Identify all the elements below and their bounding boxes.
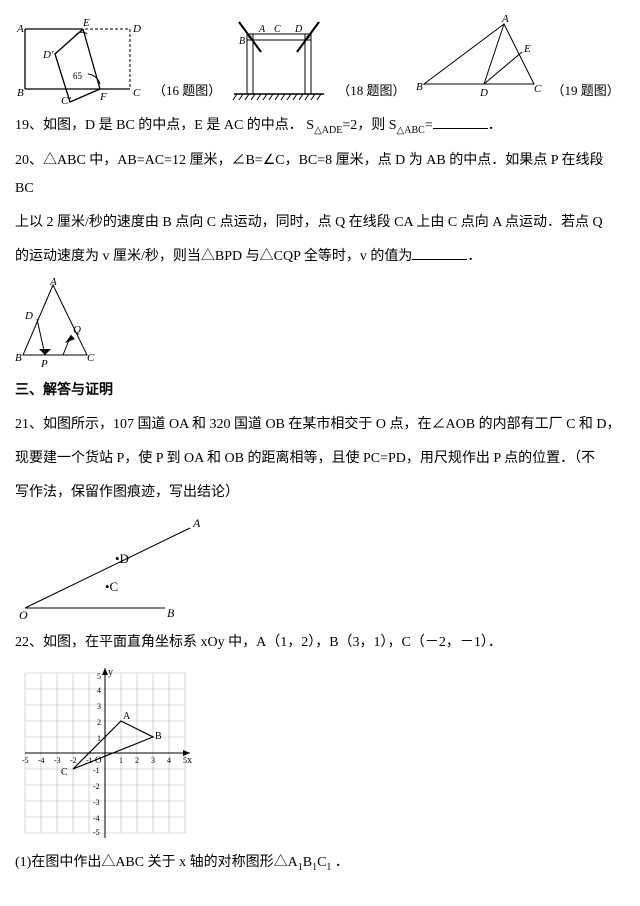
q19-s1sub: △ADE	[314, 125, 342, 136]
q19-eq2: =	[425, 118, 433, 133]
yt5: 5	[97, 672, 101, 681]
lbl19-D: D	[479, 87, 488, 99]
q22-C: C	[61, 767, 68, 778]
xt1: 1	[119, 756, 123, 765]
q20-A: A	[49, 277, 57, 288]
lbl18-C: C	[274, 24, 281, 35]
lbl-C2: C'	[61, 95, 71, 104]
xt2: 2	[135, 756, 139, 765]
yt3: 3	[97, 702, 101, 711]
q22-part1: (1)在图中作出△ABC 关于 x 轴的对称图形△A1B1C1 ．	[15, 849, 625, 878]
lbl-D: D	[132, 23, 141, 35]
q22-p1d: ．	[331, 855, 349, 870]
fig-q21: O A B •C •D	[15, 513, 215, 623]
q21-B: B	[167, 606, 175, 620]
lbl-D2: D'	[42, 49, 54, 61]
q21-l3: 写作法，保留作图痕迹，写出结论）	[15, 479, 625, 507]
q22-p1b: B	[303, 855, 312, 870]
fig-q20: A B C D P Q	[15, 277, 105, 367]
xt-3: -3	[54, 756, 61, 765]
q20-l2: 上以 2 厘米/秒的速度由 B 点向 C 点运动，同时，点 Q 在线段 CA 上…	[15, 209, 625, 237]
yt-4: -4	[93, 814, 100, 823]
q21-l2: 现要建一个货站 P，使 P 到 OA 和 OB 的距离相等，且使 PC=PD，用…	[15, 445, 625, 473]
fig-16: A E D D' B C F C' 65	[15, 14, 145, 104]
q20-p: ．	[467, 249, 481, 264]
q22-B: B	[155, 731, 162, 742]
q19-s2sub: △ABC	[397, 125, 425, 136]
lbl-B: B	[17, 87, 24, 99]
q22-x: x	[187, 755, 192, 766]
q19-s2: S	[389, 118, 397, 133]
q21-l1: 21、如图所示，107 国道 OA 和 320 国道 OB 在某市相交于 O 点…	[15, 411, 625, 439]
q21-A: A	[192, 516, 201, 530]
yt1: 1	[97, 734, 101, 743]
cap-16: （16 题图）	[153, 78, 221, 104]
q19-s1: S	[306, 118, 314, 133]
xt5: 5	[183, 756, 187, 765]
figure-row-top: A E D D' B C F C' 65 （16 题图） A B C D	[15, 14, 625, 104]
lbl-A: A	[16, 23, 24, 35]
q22-y: y	[108, 667, 113, 678]
q20-B: B	[15, 352, 22, 364]
q20-Q: Q	[73, 324, 81, 336]
cap-19: （19 题图）	[552, 78, 620, 104]
q20-blank	[412, 245, 467, 260]
lbl19-E: E	[523, 43, 531, 55]
xt-2: -2	[70, 756, 77, 765]
lbl-C: C	[133, 87, 141, 99]
q19-text: 19、如图，D 是 BC 的中点，E 是 AC 的中点． S△ADE=2，则 S…	[15, 112, 625, 141]
q22-p1a: (1)在图中作出△ABC 关于 x 轴的对称图形△A	[15, 855, 298, 870]
fig-q22: A B C y x O -5 -4 -3 -2 -1 1 2 3 4 5 1 2…	[15, 663, 195, 843]
yt-1: -1	[93, 766, 100, 775]
xt-1: -1	[86, 756, 93, 765]
xt3: 3	[151, 756, 155, 765]
q20-l3row: 的运动速度为 v 厘米/秒，则当△BPD 与△CQP 全等时，v 的值为 ．	[15, 243, 625, 271]
q22-O: O	[95, 755, 102, 765]
q20-D: D	[24, 310, 33, 322]
lbl19-B: B	[416, 81, 423, 93]
lbl-E: E	[82, 17, 90, 29]
q19-eq1: =2，则	[342, 118, 388, 133]
yt2: 2	[97, 718, 101, 727]
fig-19: A B C D E	[414, 14, 544, 104]
xt-5: -5	[22, 756, 29, 765]
q21-D: •D	[115, 551, 129, 566]
lbl18-A: A	[258, 24, 266, 35]
q22-A: A	[123, 711, 131, 722]
yt-3: -3	[93, 798, 100, 807]
fig-18: A B C D	[229, 14, 329, 104]
q19-t1: 19、如图，D 是 BC 的中点，E 是 AC 的中点．	[15, 118, 303, 133]
q21-O: O	[19, 608, 28, 622]
xt-4: -4	[38, 756, 45, 765]
lbl19-A: A	[501, 14, 509, 25]
yt4: 4	[97, 686, 101, 695]
q22-l1: 22、如图，在平面直角坐标系 xOy 中，A（1，2），B（3，1），C（－2，…	[15, 629, 625, 657]
xt4: 4	[167, 756, 171, 765]
lbl18-B: B	[239, 36, 245, 47]
q19-p: ．	[488, 118, 502, 133]
lbl-65: 65	[73, 71, 83, 81]
lbl-F: F	[99, 91, 107, 103]
q20-C: C	[87, 352, 95, 364]
yt-2: -2	[93, 782, 100, 791]
q20-P: P	[40, 358, 48, 367]
yt-5: -5	[93, 828, 100, 837]
section-3: 三、解答与证明	[15, 377, 625, 405]
cap-18: （18 题图）	[337, 78, 405, 104]
lbl18-D: D	[294, 24, 303, 35]
lbl19-C: C	[534, 83, 542, 95]
q20-l3: 的运动速度为 v 厘米/秒，则当△BPD 与△CQP 全等时，v 的值为	[15, 249, 412, 264]
q19-blank	[433, 114, 488, 129]
q20-l1: 20、△ABC 中，AB=AC=12 厘米，∠B=∠C，BC=8 厘米，点 D …	[15, 147, 625, 203]
q21-C: •C	[105, 579, 118, 594]
